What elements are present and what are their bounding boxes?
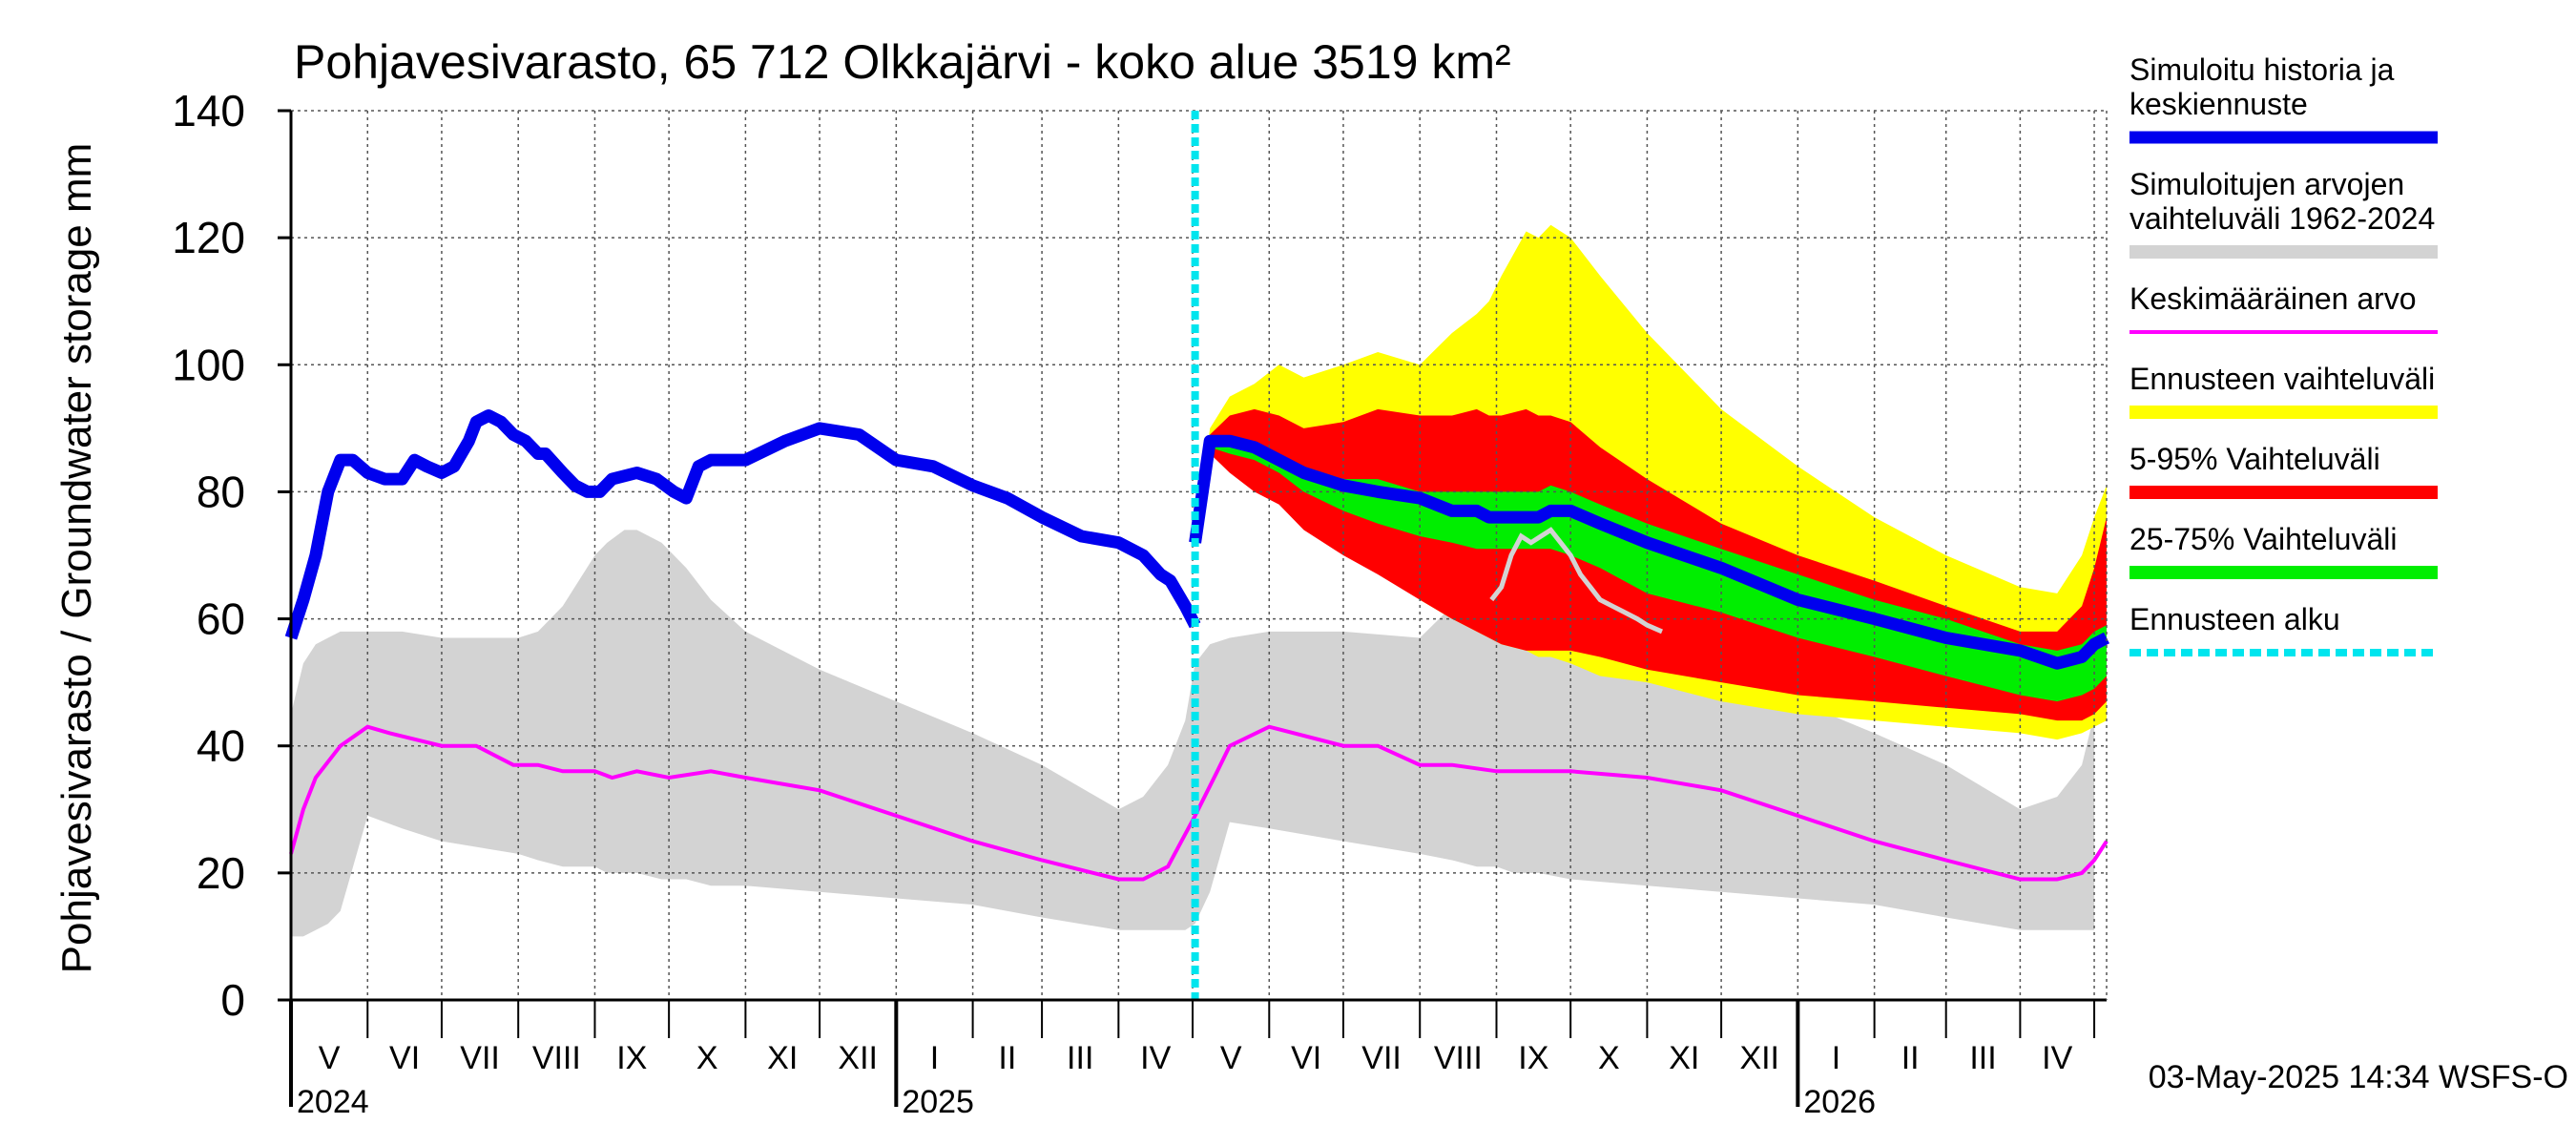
forecast-median-line	[1189, 434, 2109, 670]
y-tick-label: 40	[197, 721, 245, 771]
legend-label: 5-95% Vaihteluväli	[2129, 442, 2380, 476]
month-label: VIII	[532, 1040, 581, 1076]
month-label: I	[930, 1040, 939, 1076]
month-label: XI	[1669, 1040, 1699, 1076]
month-label: XII	[1739, 1040, 1779, 1076]
y-axis-label: Pohjavesivarasto / Groundwater storage m…	[53, 143, 100, 974]
month-label: IX	[1518, 1040, 1548, 1076]
month-label: IV	[2042, 1040, 2072, 1076]
year-label: 2026	[1803, 1084, 1876, 1120]
y-tick-label: 60	[197, 594, 245, 644]
month-label: XI	[767, 1040, 798, 1076]
mean-line	[289, 724, 2109, 882]
month-label: V	[1220, 1040, 1242, 1076]
month-label: II	[998, 1040, 1016, 1076]
month-label: XII	[838, 1040, 878, 1076]
legend-label: Ennusteen alku	[2129, 602, 2340, 636]
month-label: X	[696, 1040, 718, 1076]
month-label: VIII	[1434, 1040, 1483, 1076]
simulated-history-line	[284, 409, 1201, 640]
footer-timestamp: 03-May-2025 14:34 WSFS-O	[2149, 1059, 2568, 1095]
legend-label: Keskimääräinen arvo	[2129, 281, 2417, 316]
legend-item: Ennusteen alku	[2129, 602, 2438, 656]
year-label: 2024	[297, 1084, 369, 1120]
month-label: VI	[389, 1040, 420, 1076]
y-tick-label: 20	[197, 848, 245, 898]
data-lines	[284, 111, 2109, 1000]
month-label: IX	[616, 1040, 647, 1076]
legend: Simuloitu historia jakeskiennusteSimuloi…	[2129, 52, 2438, 656]
month-label: III	[1067, 1040, 1093, 1076]
legend-label: Simuloitu historia ja	[2129, 52, 2395, 87]
legend-label: 25-75% Vaihteluväli	[2129, 522, 2397, 556]
month-label: VII	[460, 1040, 500, 1076]
legend-label: keskiennuste	[2129, 87, 2308, 121]
y-tick-label: 80	[197, 467, 245, 516]
y-tick-label: 140	[172, 86, 245, 135]
year-label: 2025	[902, 1084, 974, 1120]
legend-item: 25-75% Vaihteluväli	[2129, 522, 2438, 579]
legend-label: Simuloitujen arvojen	[2129, 167, 2404, 201]
month-label: VI	[1291, 1040, 1321, 1076]
legend-item: Keskimääräinen arvo	[2129, 281, 2438, 334]
legend-label: Ennusteen vaihteluväli	[2129, 362, 2435, 396]
y-tick-label: 100	[172, 340, 245, 389]
legend-item: 5-95% Vaihteluväli	[2129, 442, 2438, 499]
y-tick-label: 120	[172, 213, 245, 262]
month-label: II	[1901, 1040, 1920, 1076]
month-label: VII	[1361, 1040, 1402, 1076]
month-label: X	[1598, 1040, 1620, 1076]
legend-label: vaihteluväli 1962-2024	[2129, 201, 2435, 236]
historic-overlay-line	[1489, 527, 1663, 635]
legend-item: Ennusteen vaihteluväli	[2129, 362, 2438, 419]
month-label: V	[319, 1040, 341, 1076]
month-label: III	[1969, 1040, 1996, 1076]
chart-title: Pohjavesivarasto, 65 712 Olkkajärvi - ko…	[294, 35, 1511, 89]
y-tick-label: 0	[220, 975, 245, 1025]
month-label: IV	[1140, 1040, 1171, 1076]
month-label: I	[1832, 1040, 1840, 1076]
